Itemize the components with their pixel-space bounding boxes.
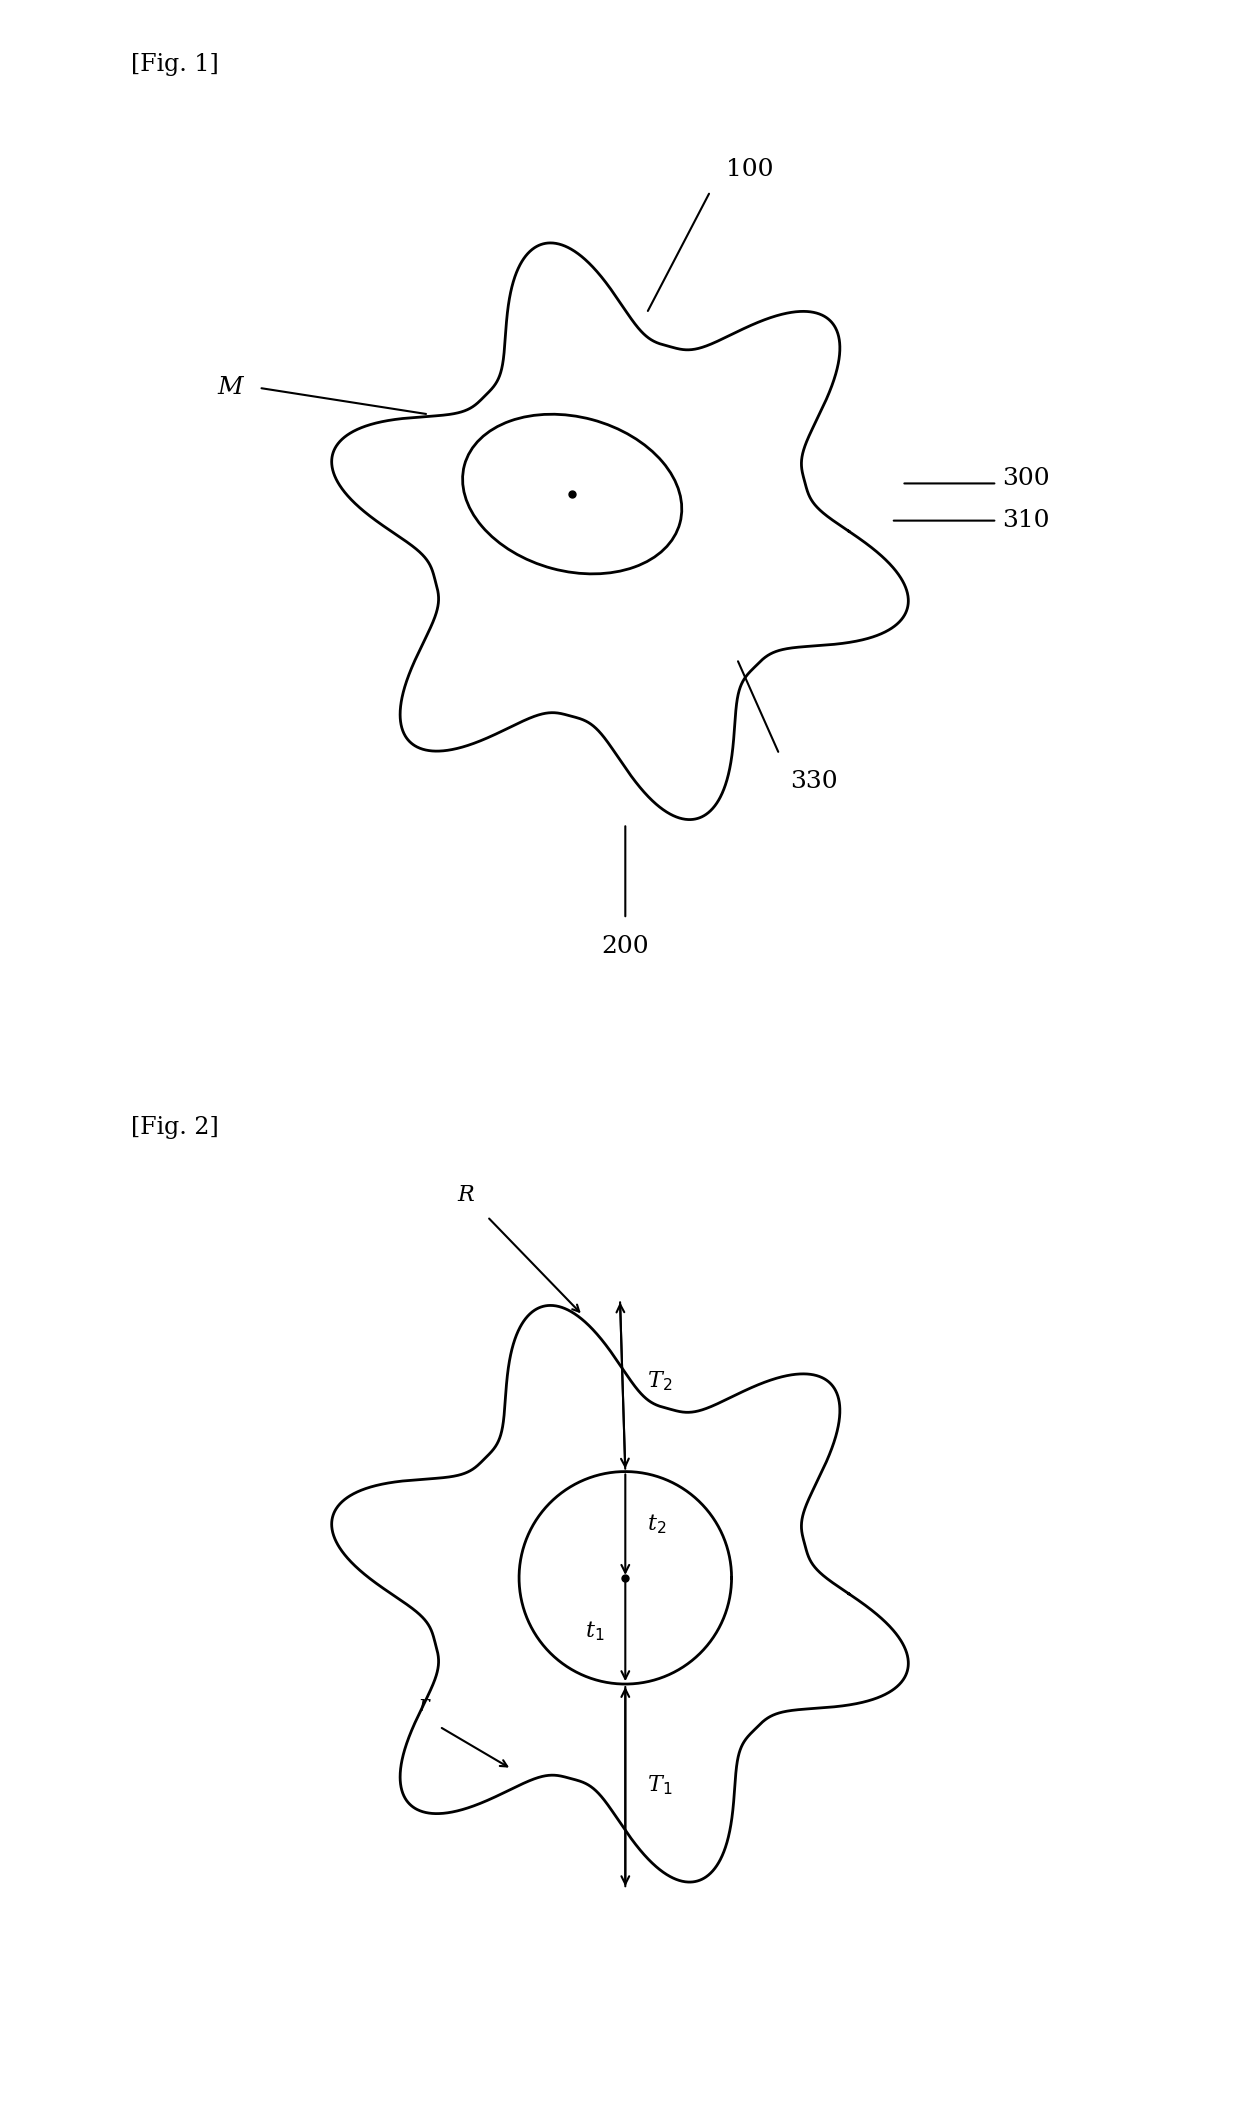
Text: M: M [217, 376, 243, 400]
Text: r: r [418, 1694, 429, 1717]
Text: T$_1$: T$_1$ [646, 1772, 672, 1798]
Text: 300: 300 [1002, 468, 1050, 489]
Text: t$_2$: t$_2$ [646, 1513, 666, 1536]
Text: 330: 330 [790, 769, 838, 793]
Text: [Fig. 2]: [Fig. 2] [131, 1116, 219, 1139]
Text: R: R [458, 1184, 475, 1207]
Text: t$_1$: t$_1$ [584, 1619, 604, 1643]
Text: 310: 310 [1002, 510, 1050, 531]
Text: [Fig. 1]: [Fig. 1] [131, 53, 219, 76]
Text: 100: 100 [727, 157, 774, 181]
Text: T$_2$: T$_2$ [646, 1368, 672, 1394]
Text: 200: 200 [601, 935, 649, 958]
